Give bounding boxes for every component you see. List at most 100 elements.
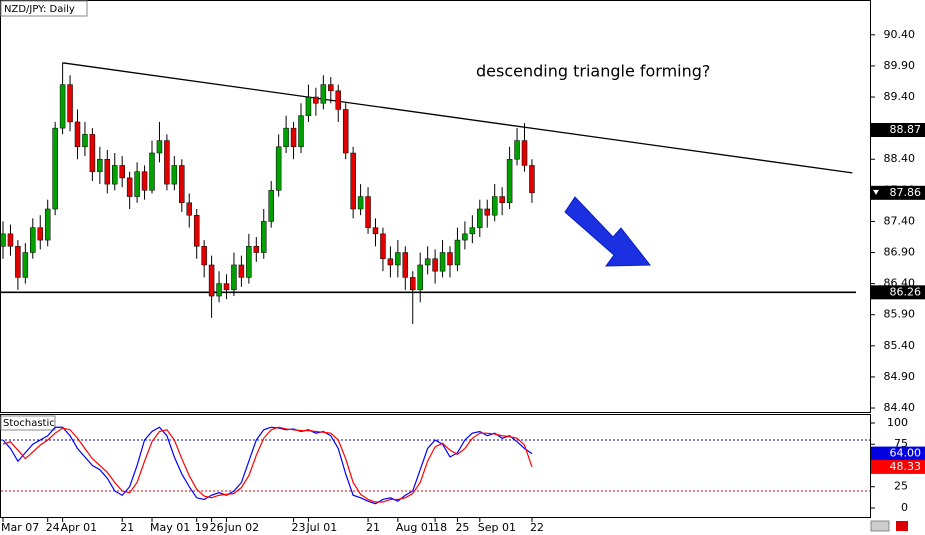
icon-scroll[interactable] [870,520,890,532]
candle-body [447,252,453,266]
candle-body [380,233,386,259]
stochastic-panel-frame [0,414,871,518]
candle-body [52,127,58,210]
candle-body [469,227,476,235]
candle-body [491,196,498,216]
candle-body [231,264,237,291]
candle-body [395,252,401,266]
candle-body [410,277,416,291]
annotation: descending triangle forming? [476,62,710,81]
last-price-pointer [873,189,879,195]
candle-body [201,246,207,266]
candle-body [74,121,81,148]
candle-body [387,258,394,266]
candle-body [164,140,170,185]
arrow [564,196,652,267]
x-tick-label: 21 [120,521,134,534]
candle-body [514,140,520,160]
x-tick-label: 23 [292,521,306,534]
candle-body [126,177,133,197]
candle-body [372,227,379,235]
candle-body [268,190,274,222]
candle-body [119,165,125,179]
candle-body [342,109,349,154]
last-price-label-box [871,185,925,200]
candle-body [328,84,334,92]
candle-body [44,208,51,241]
candle-body [246,246,252,278]
candle-body [112,165,118,185]
candle-body [506,158,513,204]
candle-body [320,84,327,104]
stoch-k-label: 64.00 [890,447,922,460]
candle-body [186,202,192,216]
x-tick-label: Jun 02 [224,521,260,534]
y-tick-label: 88.40 [884,152,916,165]
x-tick-label: 25 [455,521,469,534]
stochastic-line [2,426,533,505]
candle-body [193,214,200,247]
price-panel-frame [0,0,871,413]
candle-body [37,227,43,241]
chart-title: NZD/JPY: Daily [4,4,75,15]
candle-body [7,233,14,247]
x-tick-label: 18 [433,521,447,534]
candle-body [275,146,282,191]
y-tick-label: 90.40 [884,28,916,41]
candle-body [298,115,304,148]
y-tick-label: 87.40 [884,214,916,227]
candle-body [216,283,222,297]
candle-body [499,196,505,204]
candle-body [402,252,409,278]
candle-body [89,134,96,172]
candle-body [313,96,319,104]
candle-body [290,127,297,148]
candle-body [365,196,371,228]
y-tick-label: 86.90 [884,246,916,259]
icon-close[interactable] [896,521,908,531]
y-tick-label: 85.90 [884,308,916,321]
candle-body [424,258,431,266]
x-tick-label: 26 [210,521,224,534]
candle-body [179,165,185,204]
y-tick-label: 89.90 [884,59,916,72]
y-tick-label: 84.90 [884,370,916,383]
resistance-line [62,62,853,174]
candle-body [67,84,73,123]
x-tick-label: May 01 [150,521,190,534]
candle-body [82,134,88,148]
support-label: 86.26 [890,285,922,298]
x-tick-label: Aug 01 [396,521,435,534]
support-label-box [871,285,925,300]
candle-body [156,140,163,154]
stoch-d-label-box [871,459,925,474]
stoch-k-label-box [871,446,925,461]
candle-body [30,227,36,253]
stochastic-line [2,426,533,503]
candle-body [149,152,155,191]
candle-body [484,208,490,216]
y-tick-label: 25 [894,480,908,493]
candle-body [238,264,245,278]
x-tick-label: Sep 01 [478,521,516,534]
candle-body [477,208,483,228]
stochastic-title-box [0,415,56,431]
x-tick-label: 24 [46,521,60,534]
candle-body [350,152,356,210]
candle-body [0,233,6,247]
candle-body [529,165,535,194]
x-tick-label: 22 [530,521,544,534]
y-tick-label: 89.40 [884,90,916,103]
x-tick-label: 19 [195,521,209,534]
candle-body [432,258,438,272]
resistance-label: 88.87 [890,123,922,136]
candle-body [15,246,21,278]
resistance-label-box [871,122,925,137]
y-tick-label: 0 [901,501,908,514]
candle-body [97,158,103,172]
candle-body [305,96,312,116]
candle-body [439,252,446,272]
candle-body [261,221,267,253]
